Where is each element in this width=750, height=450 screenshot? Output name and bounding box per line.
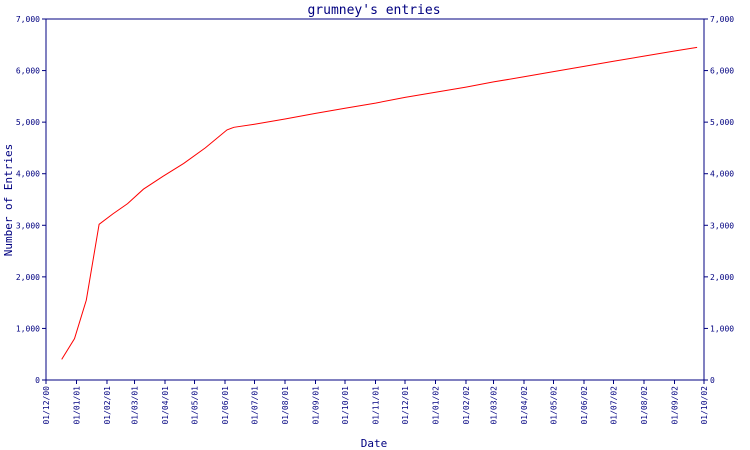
y-tick-label-right: 4,000 (710, 170, 734, 179)
y-tick-label-left: 7,000 (16, 15, 40, 24)
y-axis-label: Number of Entries (2, 144, 15, 257)
y-tick-label-right: 6,000 (710, 67, 734, 76)
y-tick-label-left: 2,000 (16, 273, 40, 282)
x-tick-label: 01/12/01 (401, 386, 410, 425)
y-tick-label-left: 3,000 (16, 221, 40, 230)
x-tick-label: 01/09/01 (311, 386, 320, 425)
x-tick-label: 01/07/01 (251, 386, 260, 425)
x-tick-label: 01/09/02 (670, 386, 679, 425)
x-tick-label: 01/01/02 (431, 386, 440, 425)
x-tick-label: 01/06/02 (580, 386, 589, 425)
x-tick-label: 01/06/01 (221, 386, 230, 425)
tick-labels: 0 0 1,000 1,000 2,000 2,000 3,000 3,000 4,000 4,0… (16, 15, 734, 425)
x-tick-label: 01/11/01 (371, 386, 380, 425)
x-tick-label: 01/01/01 (72, 386, 81, 425)
x-tick-label: 01/02/02 (462, 386, 471, 425)
x-axis-label: Date (361, 437, 388, 450)
y-tick-label-right: 2,000 (710, 273, 734, 282)
y-tick-label-right: 5,000 (710, 118, 734, 127)
tick-marks (42, 18, 708, 384)
x-tick-label: 01/03/02 (490, 386, 499, 425)
x-tick-label: 01/10/01 (341, 386, 350, 425)
y-tick-label-right: 1,000 (710, 324, 734, 333)
y-tick-label-right: 0 (710, 376, 715, 385)
x-tick-label: 01/10/02 (700, 386, 709, 425)
y-tick-label-right: 7,000 (710, 15, 734, 24)
x-tick-label: 01/02/01 (103, 386, 112, 425)
y-tick-label-left: 1,000 (16, 324, 40, 333)
x-tick-label: 01/04/02 (520, 386, 529, 425)
y-tick-label-left: 6,000 (16, 67, 40, 76)
x-tick-label: 01/05/01 (191, 386, 200, 425)
x-tick-label: 01/04/01 (161, 386, 170, 425)
x-tick-label: 01/08/01 (281, 386, 290, 425)
y-tick-label-left: 0 (35, 376, 40, 385)
y-tick-label-right: 3,000 (710, 221, 734, 230)
chart-title: grumney's entries (307, 3, 440, 18)
y-tick-label-left: 5,000 (16, 118, 40, 127)
y-tick-label-left: 4,000 (16, 170, 40, 179)
x-tick-label: 01/12/00 (42, 386, 51, 425)
x-tick-label: 01/03/01 (131, 386, 140, 425)
x-tick-label: 01/07/02 (610, 386, 619, 425)
entries-series-line (61, 46, 698, 360)
plot-frame (45, 18, 705, 381)
axes (45, 18, 705, 381)
x-tick-label: 01/08/02 (640, 386, 649, 425)
x-tick-label: 01/05/02 (550, 386, 559, 425)
